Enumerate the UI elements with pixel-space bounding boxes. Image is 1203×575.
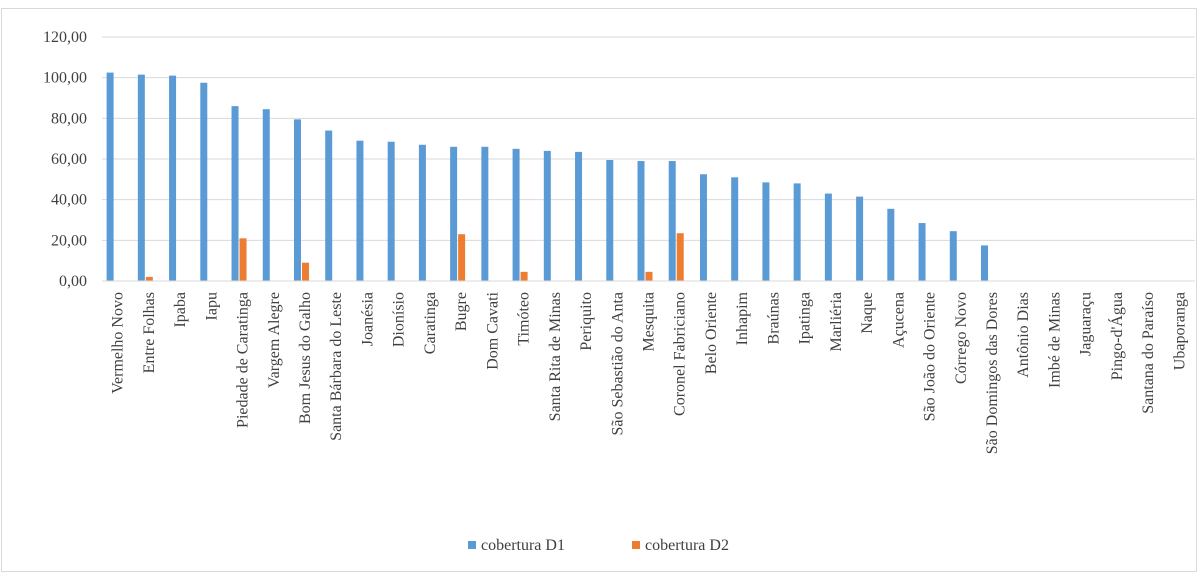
category-label: Vermelho Novo [110, 292, 127, 394]
category-label: Santa Bárbara do Leste [328, 292, 345, 441]
category-label: Açucena [890, 292, 907, 348]
bar-cobertura-d1 [731, 177, 739, 281]
bar-cobertura-d2 [458, 234, 466, 281]
bar-cobertura-d1 [169, 75, 177, 281]
bars [106, 72, 989, 281]
category-label: Ipatinga [797, 292, 814, 344]
legend-swatch-d2 [632, 541, 640, 549]
category-label: Bugre [453, 292, 470, 331]
category-label: Entre Folhas [141, 292, 158, 373]
category-label: Braúnas [765, 292, 782, 344]
bar-cobertura-d1 [106, 72, 114, 281]
category-label: Pingo-d'Água [1107, 292, 1126, 380]
bar-cobertura-d1 [575, 151, 583, 281]
bar-cobertura-d1 [512, 148, 520, 281]
bar-cobertura-d1 [293, 119, 301, 281]
category-label: Timóteo [516, 292, 533, 346]
category-label: Mesquita [641, 292, 658, 352]
category-label: Iapu [203, 292, 220, 320]
bar-cobertura-d1 [949, 231, 957, 281]
y-tick-label: 80,00 [51, 110, 87, 127]
category-label: Santana do Paraíso [1140, 292, 1157, 414]
y-tick-label: 60,00 [51, 151, 87, 168]
gridlines [102, 36, 1195, 241]
bar-cobertura-d1 [200, 82, 208, 281]
category-label: Santa Rita de Minas [547, 292, 564, 421]
category-label: Dionísio [391, 292, 408, 347]
category-label: São Domingos das Dores [984, 292, 1001, 454]
bar-cobertura-d2 [239, 238, 247, 281]
category-label: Vargem Alegre [266, 292, 283, 388]
category-label: Periquito [578, 292, 595, 351]
bar-cobertura-d1 [481, 146, 489, 281]
category-label: Córrego Novo [953, 292, 970, 384]
bar-cobertura-d1 [450, 146, 458, 281]
bar-cobertura-d1 [824, 193, 832, 281]
bar-cobertura-d2 [145, 276, 153, 281]
legend-swatch-d1 [468, 541, 476, 549]
bar-cobertura-d2 [520, 271, 528, 281]
bar-cobertura-d2 [301, 262, 309, 281]
legend-label-d1: cobertura D1 [481, 537, 565, 554]
y-tick-label: 20,00 [51, 232, 87, 249]
bar-cobertura-d1 [637, 161, 645, 281]
y-tick-label: 120,00 [43, 29, 87, 46]
bar-cobertura-d1 [325, 130, 333, 281]
category-label: Ubaporanga [1171, 292, 1188, 370]
bar-cobertura-d1 [137, 74, 145, 281]
legend-label-d2: cobertura D2 [645, 537, 729, 554]
category-label: Piedade de Caratinga [235, 292, 252, 428]
bar-cobertura-d1 [793, 183, 801, 281]
bar-cobertura-d1 [668, 161, 676, 281]
bar-cobertura-d1 [543, 150, 551, 281]
y-axis-ticks: 0,00 20,00 40,00 60,00 80,00 100,00 120,00 [43, 29, 87, 290]
bar-cobertura-d1 [856, 196, 864, 281]
category-label: Inhapim [734, 291, 751, 345]
y-tick-label: 40,00 [51, 192, 87, 209]
category-label: Imbé de Minas [1046, 292, 1063, 388]
bar-cobertura-d1 [981, 245, 989, 281]
bar-cobertura-d1 [262, 109, 270, 281]
category-label: Coronel Fabriciano [672, 292, 689, 416]
bar-cobertura-d1 [231, 106, 239, 281]
category-label: Dom Cavati [484, 291, 501, 369]
bar-cobertura-d1 [606, 160, 614, 281]
y-tick-label: 0,00 [59, 273, 87, 290]
category-label: Bom Jesus do Galho [297, 292, 314, 424]
bar-cobertura-d1 [418, 144, 426, 281]
category-label: São João do Oriente [922, 292, 939, 421]
legend: cobertura D1 cobertura D2 [468, 537, 729, 554]
category-label: Belo Oriente [703, 292, 720, 374]
category-label: Antônio Dias [1015, 292, 1032, 378]
category-label: Caratinga [422, 292, 439, 354]
bar-cobertura-d2 [676, 233, 684, 281]
category-label: Ipaba [172, 292, 189, 328]
category-label: Naque [859, 292, 876, 334]
bar-cobertura-d1 [356, 140, 364, 281]
bar-cobertura-d2 [645, 271, 653, 281]
bar-cobertura-d1 [387, 141, 395, 281]
category-label: Joanésia [359, 292, 376, 346]
category-labels: Vermelho Novo Entre Folhas Ipaba Iapu Piedad… [110, 291, 1189, 454]
bar-cobertura-d1 [918, 223, 926, 281]
category-label: Marliéria [828, 292, 845, 352]
bar-cobertura-d1 [699, 174, 707, 281]
bar-cobertura-d1 [887, 208, 895, 281]
bar-cobertura-d1 [762, 182, 770, 281]
category-label: Jaguaraçu [1078, 292, 1095, 356]
category-label: São Sebastião do Anta [609, 292, 626, 436]
y-tick-label: 100,00 [43, 70, 87, 87]
